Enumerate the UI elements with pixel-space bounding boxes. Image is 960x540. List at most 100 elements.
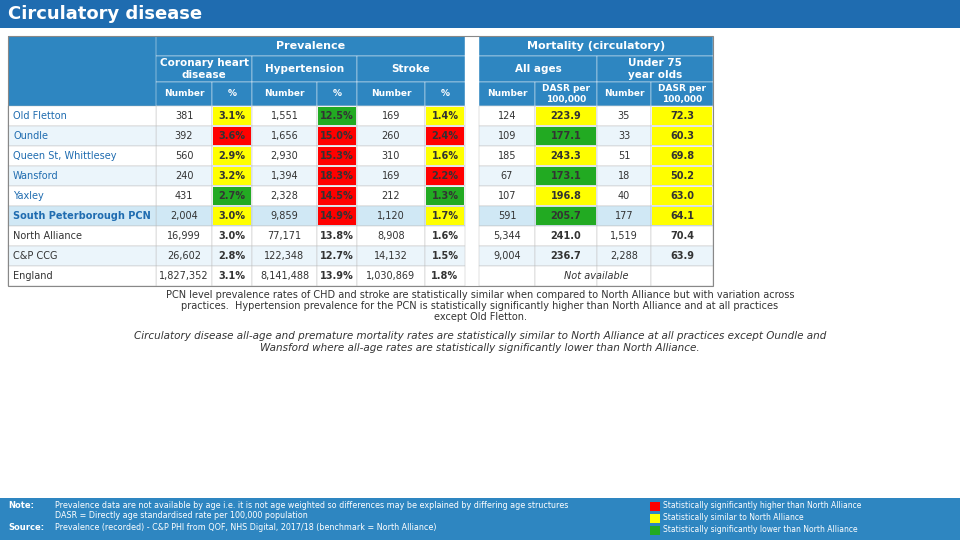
Text: Hypertension: Hypertension <box>265 64 344 74</box>
Text: DASR per
100,000: DASR per 100,000 <box>542 84 590 104</box>
Bar <box>426 147 464 165</box>
Bar <box>426 187 464 205</box>
Text: DASR per
100,000: DASR per 100,000 <box>658 84 706 104</box>
Text: 51: 51 <box>618 151 630 161</box>
Bar <box>252 82 317 106</box>
Bar <box>597 126 651 146</box>
Bar <box>8 266 156 286</box>
Bar <box>425 146 465 166</box>
Text: Under 75
year olds: Under 75 year olds <box>628 58 683 80</box>
Bar <box>318 207 356 225</box>
Text: Coronary heart
disease: Coronary heart disease <box>159 58 249 80</box>
Text: 13.8%: 13.8% <box>320 231 354 241</box>
Bar <box>535 186 597 206</box>
Text: 243.3: 243.3 <box>551 151 582 161</box>
Bar <box>357 106 425 126</box>
Bar <box>317 226 357 246</box>
Bar <box>425 206 465 226</box>
Bar <box>536 107 596 125</box>
Text: 3.0%: 3.0% <box>219 231 246 241</box>
Bar <box>8 36 156 286</box>
Text: 107: 107 <box>497 191 516 201</box>
Bar <box>479 266 535 286</box>
Text: 9,859: 9,859 <box>271 211 299 221</box>
Text: 9,004: 9,004 <box>493 251 521 261</box>
Bar <box>535 206 597 226</box>
Bar <box>357 166 425 186</box>
Bar <box>318 107 356 125</box>
Text: 3.0%: 3.0% <box>219 211 246 221</box>
Bar <box>212 82 252 106</box>
Bar <box>425 266 465 286</box>
Bar <box>252 166 317 186</box>
Text: 16,999: 16,999 <box>167 231 201 241</box>
Text: 3.6%: 3.6% <box>219 131 246 141</box>
Text: 310: 310 <box>382 151 400 161</box>
Text: 185: 185 <box>497 151 516 161</box>
Bar <box>651 246 713 266</box>
Text: 8,908: 8,908 <box>377 231 405 241</box>
Text: %: % <box>332 90 342 98</box>
Text: 431: 431 <box>175 191 193 201</box>
Bar <box>317 186 357 206</box>
Bar <box>8 206 156 226</box>
Bar <box>156 206 212 226</box>
Bar <box>156 82 212 106</box>
Text: 18.3%: 18.3% <box>320 171 354 181</box>
Bar <box>535 126 597 146</box>
Text: Yaxley: Yaxley <box>13 191 44 201</box>
Bar <box>425 226 465 246</box>
Text: 1,827,352: 1,827,352 <box>159 271 209 281</box>
Text: Wansford: Wansford <box>13 171 59 181</box>
Bar <box>651 106 713 126</box>
Text: 5,344: 5,344 <box>493 231 521 241</box>
Text: 1.7%: 1.7% <box>431 211 459 221</box>
Bar <box>252 186 317 206</box>
Bar <box>651 126 713 146</box>
Bar <box>479 82 535 106</box>
Bar <box>317 166 357 186</box>
Bar <box>317 126 357 146</box>
Bar <box>652 127 712 145</box>
Text: 70.4: 70.4 <box>670 231 694 241</box>
Text: 2.8%: 2.8% <box>219 251 246 261</box>
Bar <box>156 186 212 206</box>
Text: 2,288: 2,288 <box>610 251 638 261</box>
Bar <box>425 106 465 126</box>
Bar <box>651 146 713 166</box>
Bar <box>8 166 156 186</box>
Bar <box>156 106 212 126</box>
Text: 205.7: 205.7 <box>551 211 582 221</box>
Bar <box>651 166 713 186</box>
Bar <box>0 0 960 28</box>
Bar <box>536 127 596 145</box>
Text: 560: 560 <box>175 151 193 161</box>
Bar <box>156 246 212 266</box>
Text: Statistically similar to North Alliance: Statistically similar to North Alliance <box>663 514 804 523</box>
Bar <box>650 526 660 535</box>
Text: 63.9: 63.9 <box>670 251 694 261</box>
Text: 12.7%: 12.7% <box>320 251 354 261</box>
Text: 1,656: 1,656 <box>271 131 299 141</box>
Text: Number: Number <box>371 90 411 98</box>
Bar <box>597 56 713 82</box>
Bar <box>652 167 712 185</box>
Text: Prevalence: Prevalence <box>276 41 345 51</box>
Text: C&P CCG: C&P CCG <box>13 251 58 261</box>
Bar <box>213 127 251 145</box>
Bar <box>156 126 212 146</box>
Bar <box>536 147 596 165</box>
Text: Prevalence data are not available by age i.e. it is not age weighted so differen: Prevalence data are not available by age… <box>55 501 568 510</box>
Bar <box>156 266 212 286</box>
Bar <box>597 246 651 266</box>
Bar <box>357 126 425 146</box>
Text: 1.6%: 1.6% <box>431 231 459 241</box>
Text: 26,602: 26,602 <box>167 251 201 261</box>
Bar <box>426 207 464 225</box>
Bar <box>536 207 596 225</box>
Text: %: % <box>441 90 449 98</box>
Text: %: % <box>228 90 236 98</box>
Text: 63.0: 63.0 <box>670 191 694 201</box>
Bar <box>8 226 156 246</box>
Text: 35: 35 <box>618 111 630 121</box>
